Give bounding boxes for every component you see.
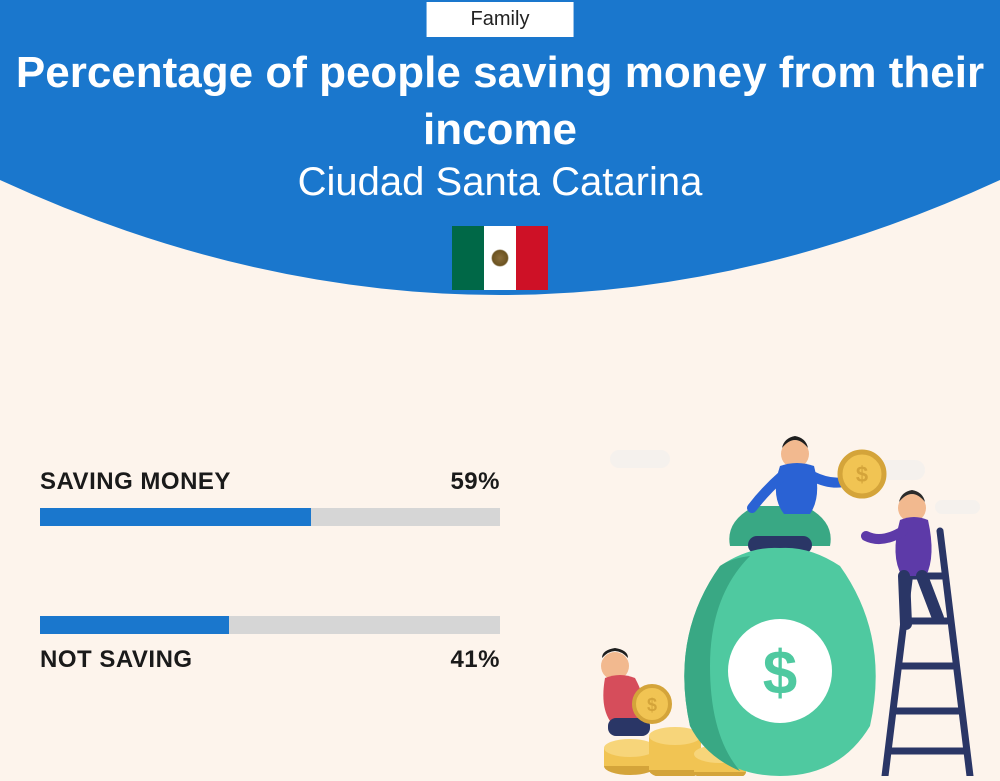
bar-chart: SAVING MONEY 59% NOT SAVING 41%	[40, 468, 500, 764]
person-sitting-icon: $	[601, 648, 670, 736]
bar-value: 41%	[450, 646, 500, 674]
bar-fill	[40, 508, 311, 526]
bar-saving-money: SAVING MONEY 59%	[40, 468, 500, 526]
person-top-icon: $	[752, 436, 884, 514]
bar-track	[40, 616, 500, 634]
svg-text:$: $	[856, 462, 868, 487]
bar-not-saving: NOT SAVING 41%	[40, 616, 500, 674]
page-title: Percentage of people saving money from t…	[0, 44, 1000, 158]
svg-text:$: $	[647, 695, 657, 715]
bar-label: SAVING MONEY	[40, 468, 231, 496]
savings-illustration: $ $ $	[570, 436, 990, 776]
money-bag-icon: $	[684, 506, 875, 776]
bar-label: NOT SAVING	[40, 646, 193, 674]
bar-fill	[40, 616, 229, 634]
page-subtitle: Ciudad Santa Catarina	[0, 160, 1000, 205]
bar-track	[40, 508, 500, 526]
person-ladder-icon	[866, 490, 938, 624]
category-badge-label: Family	[471, 8, 530, 30]
bar-value: 59%	[450, 468, 500, 496]
mexico-flag-icon	[452, 226, 548, 290]
svg-text:$: $	[763, 639, 797, 708]
category-badge: Family	[427, 2, 574, 37]
